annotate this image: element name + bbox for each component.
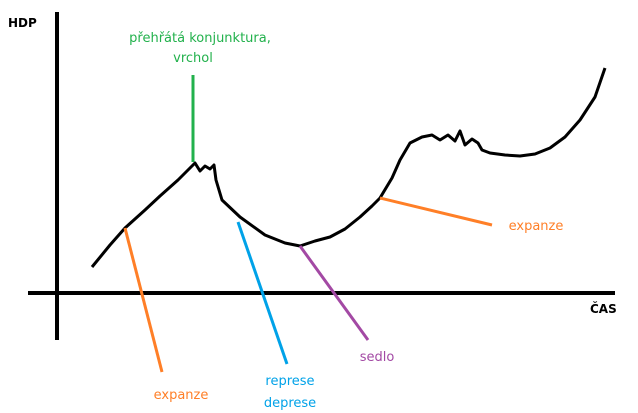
annotation: sedlo — [360, 350, 395, 365]
pointer-line — [298, 245, 370, 341]
y-axis-label: HDP — [8, 16, 37, 30]
annotation: expanze — [509, 219, 564, 234]
cycle-curve — [90, 67, 607, 268]
annotation: deprese — [264, 396, 316, 411]
annotation: vrchol — [173, 51, 213, 66]
annotation: expanze — [154, 388, 209, 403]
pointer-line — [379, 196, 493, 227]
pointer-line — [236, 221, 289, 365]
pointer-line — [123, 227, 164, 373]
annotation: represe — [265, 374, 314, 389]
x-axis-label: ČAS — [590, 301, 617, 316]
annotation: přehřátá konjunktura, — [129, 31, 271, 46]
